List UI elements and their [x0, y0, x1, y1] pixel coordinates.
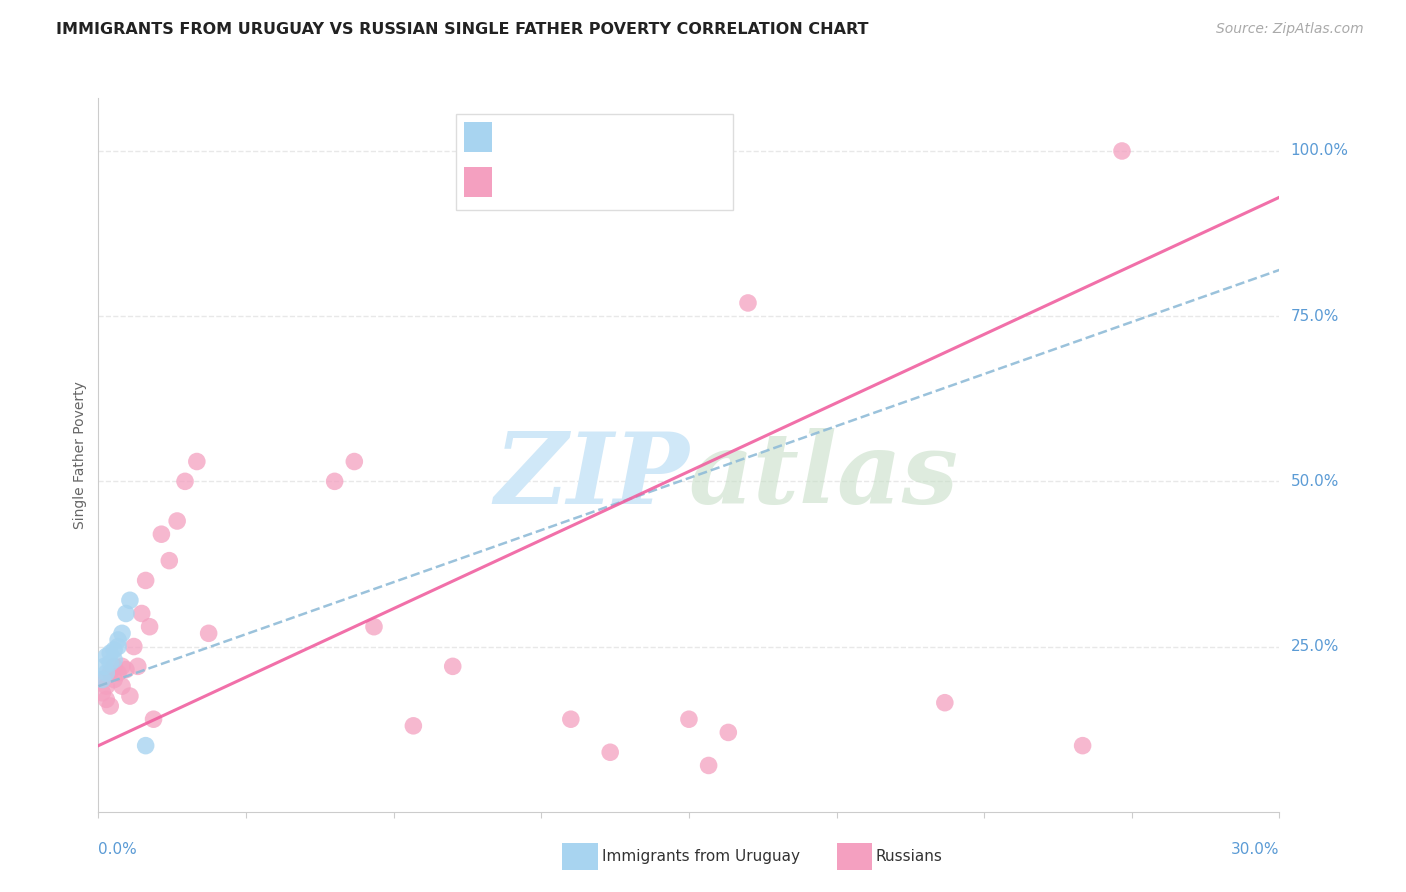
Point: [138, 620, 160, 634]
Text: IMMIGRANTS FROM URUGUAY VS RUSSIAN SINGLE FATHER POVERTY CORRELATION CHART: IMMIGRANTS FROM URUGUAY VS RUSSIAN SINGL…: [56, 22, 869, 37]
Point: [93, 659, 115, 673]
Point: [135, 574, 157, 588]
Point: [107, 640, 129, 654]
Text: atlas: atlas: [689, 428, 959, 524]
Text: ZIP: ZIP: [494, 428, 689, 524]
Point: [402, 719, 425, 733]
Point: [174, 475, 197, 489]
Text: 50.0%: 50.0%: [1291, 474, 1339, 489]
Point: [142, 712, 165, 726]
Point: [1071, 739, 1094, 753]
Text: 75.0%: 75.0%: [1291, 309, 1339, 324]
Point: [96, 649, 118, 664]
Point: [111, 659, 134, 673]
Text: 30.0%: 30.0%: [1232, 842, 1279, 857]
Point: [157, 554, 180, 568]
Point: [103, 659, 125, 673]
Point: [441, 659, 464, 673]
Point: [115, 607, 138, 621]
Text: Source: ZipAtlas.com: Source: ZipAtlas.com: [1216, 22, 1364, 37]
Y-axis label: Single Father Poverty: Single Father Poverty: [73, 381, 87, 529]
Text: Immigrants from Uruguay: Immigrants from Uruguay: [602, 849, 800, 863]
Point: [111, 626, 134, 640]
Point: [197, 626, 219, 640]
Point: [111, 679, 134, 693]
Point: [107, 632, 129, 647]
Point: [131, 607, 153, 621]
Point: [98, 665, 121, 680]
Point: [122, 640, 145, 654]
Point: [96, 679, 118, 693]
Point: [96, 692, 118, 706]
Point: [323, 475, 346, 489]
Point: [98, 646, 121, 660]
Point: [118, 689, 141, 703]
Point: [103, 653, 125, 667]
Text: Russians: Russians: [876, 849, 943, 863]
Point: [934, 696, 956, 710]
Point: [107, 665, 129, 680]
Point: [599, 745, 621, 759]
Point: [103, 643, 125, 657]
Point: [98, 656, 121, 670]
Point: [135, 739, 157, 753]
Point: [118, 593, 141, 607]
Point: [91, 673, 114, 687]
Point: [91, 673, 114, 687]
Point: [1111, 144, 1133, 158]
Point: [697, 758, 720, 772]
Point: [150, 527, 173, 541]
Point: [115, 663, 138, 677]
Point: [678, 712, 700, 726]
Point: [166, 514, 188, 528]
Text: 0.0%: 0.0%: [98, 842, 138, 857]
Point: [343, 454, 366, 468]
Point: [560, 712, 582, 726]
Point: [717, 725, 740, 739]
Point: [103, 673, 125, 687]
Point: [98, 698, 121, 713]
Point: [127, 659, 149, 673]
Point: [96, 665, 118, 680]
Text: 25.0%: 25.0%: [1291, 639, 1339, 654]
Point: [91, 686, 114, 700]
Point: [737, 296, 759, 310]
Point: [186, 454, 208, 468]
Text: 100.0%: 100.0%: [1291, 144, 1348, 159]
Point: [363, 620, 385, 634]
